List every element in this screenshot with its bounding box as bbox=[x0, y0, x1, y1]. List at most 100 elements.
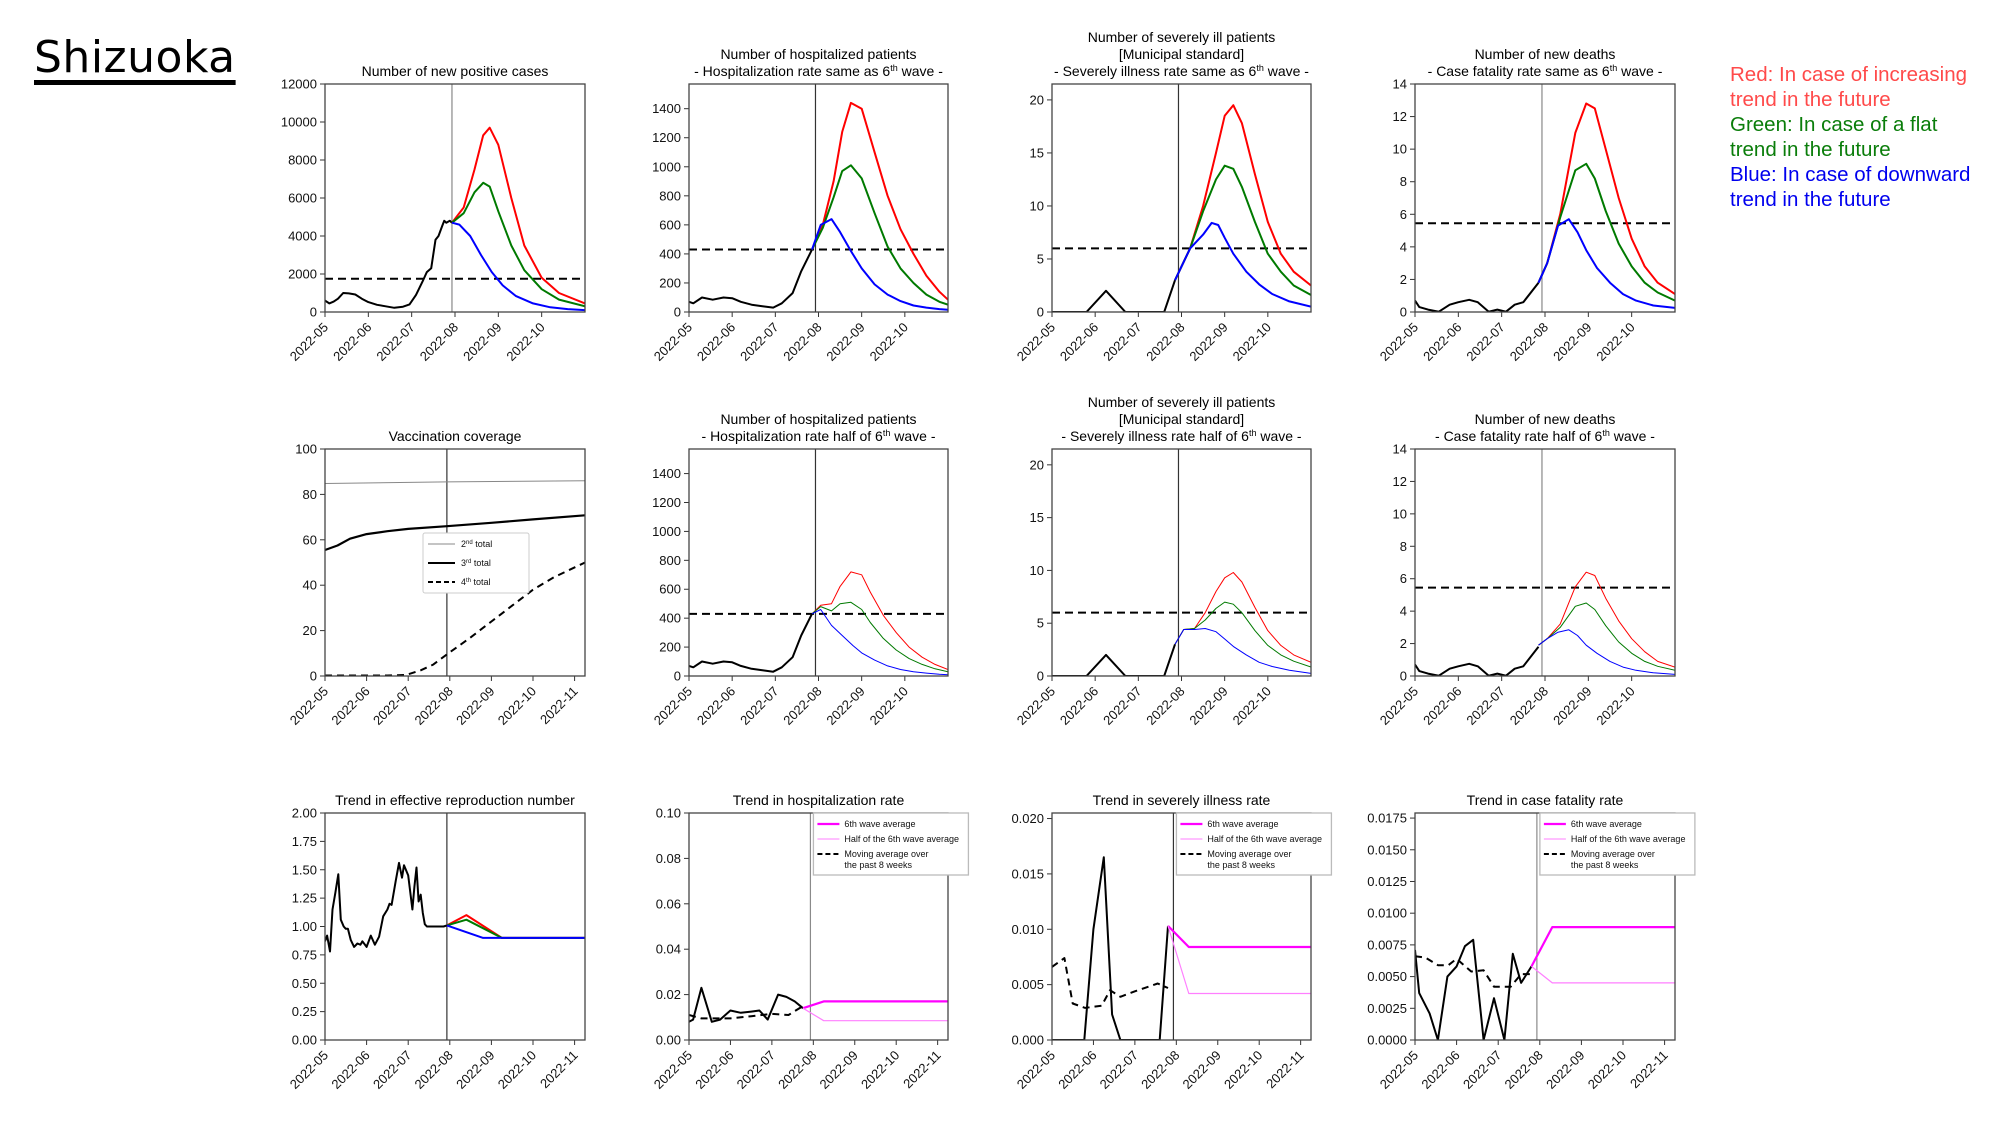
chart-deaths-half: Number of new deaths- Case fatality rate… bbox=[1377, 411, 1676, 728]
x-tick-label: 2022-07 bbox=[370, 684, 414, 728]
y-tick-label: 2 bbox=[1400, 272, 1407, 287]
scenario-note-green: Green: In case of a flat trend in the fu… bbox=[1730, 112, 1970, 162]
y-tick-label: 0 bbox=[310, 669, 317, 684]
y-tick-label: 200 bbox=[659, 640, 681, 655]
chart-title: Number of severely ill patients bbox=[1088, 394, 1276, 410]
scenario-note-green-line2: trend in the future bbox=[1730, 138, 1891, 161]
page-title: Shizuoka bbox=[34, 32, 236, 83]
y-tick-label: 8 bbox=[1400, 174, 1407, 189]
y-tick-label: 0.010 bbox=[1011, 922, 1044, 937]
plot-area bbox=[1415, 449, 1675, 676]
y-tick-label: 20 bbox=[303, 623, 317, 638]
x-tick-label: 2022-08 bbox=[412, 684, 456, 728]
series-increasing bbox=[1174, 572, 1311, 663]
series-actual bbox=[1415, 938, 1533, 1040]
chart-title: Trend in hospitalization rate bbox=[733, 792, 905, 808]
y-tick-label: 0.0100 bbox=[1367, 906, 1407, 921]
y-tick-label: 40 bbox=[303, 578, 317, 593]
y-tick-label: 20 bbox=[1030, 92, 1044, 107]
x-tick-label: 2022-10 bbox=[1230, 320, 1274, 364]
chart-new-cases: Number of new positive cases 0 2000 4000 600… bbox=[281, 63, 586, 364]
y-tick-label: 0.00 bbox=[292, 1033, 317, 1048]
chart-severe-half: Number of severely ill patients[Municipa… bbox=[1014, 394, 1312, 728]
legend-label: the past 8 weeks bbox=[844, 860, 912, 870]
y-tick-label: 0.50 bbox=[292, 976, 317, 991]
x-tick-label: 2022-05 bbox=[651, 1048, 695, 1092]
chart-deaths-same: Number of new deaths- Case fatality rate… bbox=[1377, 46, 1676, 364]
legend-label: the past 8 weeks bbox=[1571, 860, 1639, 870]
x-tick-label: 2022-10 bbox=[1593, 684, 1637, 728]
series-decreasing bbox=[451, 221, 585, 312]
scenario-note-green-line1: Green: In case of a flat bbox=[1730, 113, 1938, 136]
chart-title: - Hospitalization rate same as 6th wave … bbox=[694, 63, 943, 79]
y-tick-label: 0.25 bbox=[292, 1004, 317, 1019]
y-tick-label: 4000 bbox=[288, 229, 317, 244]
y-tick-label: 400 bbox=[659, 246, 681, 261]
plot-frame bbox=[688, 83, 949, 313]
x-tick-label: 2022-05 bbox=[1377, 684, 1421, 728]
y-tick-label: 1.00 bbox=[292, 919, 317, 934]
plot-frame bbox=[1051, 448, 1312, 677]
y-tick-label: 0.0150 bbox=[1367, 842, 1407, 857]
chart-legend: 6th wave average Half of the 6th wave ave… bbox=[1175, 812, 1333, 876]
x-tick-label: 2022-11 bbox=[900, 1048, 944, 1092]
y-tick-label: 4 bbox=[1400, 239, 1407, 254]
x-tick-label: 2022-06 bbox=[1057, 684, 1101, 728]
series-increasing bbox=[811, 571, 948, 670]
series-3rd-total bbox=[325, 514, 585, 552]
plot-area bbox=[689, 84, 948, 312]
chart-title: Trend in effective reproduction number bbox=[335, 792, 575, 808]
y-tick-label: 0 bbox=[1400, 305, 1407, 320]
plot-frame bbox=[324, 83, 586, 313]
y-tick-label: 60 bbox=[303, 532, 317, 547]
y-tick-label: 800 bbox=[659, 553, 681, 568]
x-tick-label: 2022-10 bbox=[503, 320, 547, 364]
y-tick-label: 0.015 bbox=[1011, 866, 1044, 881]
chart-title: Trend in severely illness rate bbox=[1093, 792, 1271, 808]
plot-frame bbox=[1414, 83, 1676, 313]
chart-title: Number of new deaths bbox=[1475, 411, 1616, 427]
y-tick-label: 0.10 bbox=[656, 806, 681, 821]
x-tick-label: 2022-09 bbox=[1543, 1048, 1587, 1092]
legend-label: 6th wave average bbox=[1207, 819, 1278, 829]
x-tick-label: 2022-11 bbox=[1263, 1048, 1307, 1092]
y-tick-label: 200 bbox=[659, 275, 681, 290]
y-tick-label: 0.04 bbox=[656, 942, 681, 957]
x-tick-label: 2022-09 bbox=[453, 684, 497, 728]
series-flat bbox=[1174, 601, 1311, 668]
y-tick-label: 12000 bbox=[281, 77, 317, 92]
x-tick-label: 2022-07 bbox=[1463, 684, 1507, 728]
series-increasing bbox=[811, 101, 948, 301]
y-tick-label: 0.000 bbox=[1011, 1033, 1044, 1048]
chart-title: Vaccination coverage bbox=[389, 428, 522, 444]
y-tick-label: 0.06 bbox=[656, 896, 681, 911]
x-tick-label: 2022-09 bbox=[823, 684, 867, 728]
x-tick-label: 2022-06 bbox=[692, 1048, 736, 1092]
legend-label: 2nd total bbox=[461, 539, 492, 549]
scenario-note-blue-line2: trend in the future bbox=[1730, 188, 1891, 211]
x-tick-label: 2022-05 bbox=[1014, 1048, 1058, 1092]
series-actual bbox=[689, 986, 804, 1023]
legend-label: Half of the 6th wave average bbox=[844, 834, 959, 844]
x-tick-label: 2022-09 bbox=[1180, 1048, 1224, 1092]
series-half-of-the-6th-wave-average bbox=[1167, 925, 1311, 995]
x-tick-label: 2022-05 bbox=[1014, 684, 1058, 728]
y-tick-label: 0.0075 bbox=[1367, 937, 1407, 952]
y-tick-label: 0 bbox=[1037, 305, 1044, 320]
x-tick-label: 2022-06 bbox=[328, 684, 372, 728]
y-tick-label: 10 bbox=[1030, 563, 1044, 578]
series-increasing bbox=[1538, 571, 1675, 668]
y-tick-label: 14 bbox=[1393, 442, 1407, 457]
plot-area bbox=[325, 813, 585, 1040]
x-tick-label: 2022-07 bbox=[1463, 320, 1507, 364]
scenario-note-red-line2: trend in the future bbox=[1730, 88, 1891, 111]
chart-title: Trend in case fatality rate bbox=[1467, 792, 1624, 808]
series-increasing bbox=[446, 914, 585, 939]
x-tick-label: 2022-09 bbox=[1550, 320, 1594, 364]
x-tick-label: 2022-08 bbox=[1143, 684, 1187, 728]
x-tick-label: 2022-08 bbox=[1502, 1048, 1546, 1092]
x-tick-label: 2022-06 bbox=[330, 320, 374, 364]
x-tick-label: 2022-08 bbox=[1143, 320, 1187, 364]
x-tick-label: 2022-05 bbox=[287, 1048, 331, 1092]
